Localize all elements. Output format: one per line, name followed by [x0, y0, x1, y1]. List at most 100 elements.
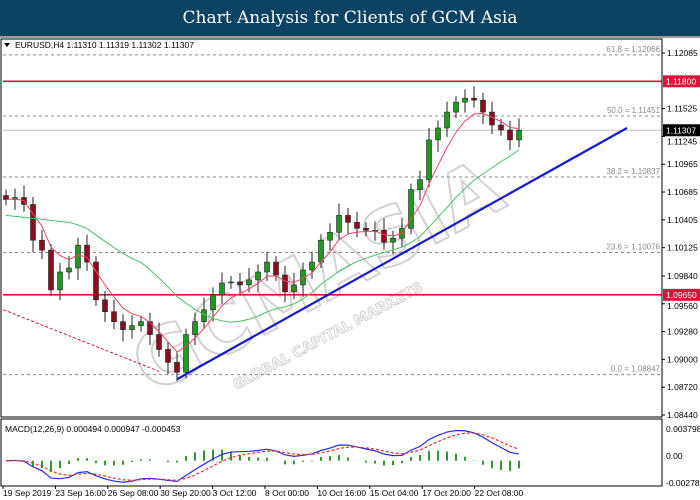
bearish-candle — [165, 349, 171, 363]
y-tick-label: 1.09280 — [667, 327, 698, 337]
bullish-candle — [444, 111, 450, 129]
bullish-candle — [129, 325, 135, 330]
x-tick-label: 30 Sep 20:00 — [160, 488, 211, 498]
bullish-candle — [138, 321, 144, 326]
macd-tick-label: 0.00 — [666, 451, 683, 461]
y-tick-label: 1.10965 — [667, 159, 698, 169]
bullish-candle — [327, 231, 333, 241]
bearish-candle — [174, 362, 180, 373]
bearish-candle — [147, 321, 153, 335]
current-price-tag — [663, 124, 700, 137]
bearish-candle — [156, 334, 162, 350]
y-tick-label: 1.10405 — [667, 215, 698, 225]
bullish-candle — [246, 279, 252, 286]
macd-signal-line — [5, 432, 520, 481]
y-tick-label: 1.09840 — [667, 271, 698, 281]
bearish-candle — [363, 227, 369, 231]
ascending-trendline — [176, 127, 628, 381]
bearish-candle — [282, 274, 288, 293]
fib-level-label: 0.0 = 1.08847 — [611, 365, 661, 374]
bearish-candle — [84, 244, 90, 263]
bullish-candle — [417, 179, 423, 190]
y-tick-label: 1.12085 — [667, 48, 698, 58]
y-tick-label: 1.11525 — [667, 104, 697, 114]
fib-level-label: 23.6 = 1.10076 — [606, 243, 660, 252]
y-tick-label: 1.09560 — [667, 301, 698, 311]
x-tick-label: 15 Oct 04:00 — [370, 488, 419, 498]
bullish-candle — [66, 267, 72, 273]
fib-level-label: 61.8 = 1.12066 — [606, 45, 660, 54]
bearish-candle — [93, 261, 99, 301]
x-tick-label: 23 Sep 16:00 — [55, 488, 106, 498]
y-tick-label: 1.09000 — [667, 354, 698, 364]
x-tick-label: 19 Sep 2019 — [3, 488, 51, 498]
bullish-candle — [300, 269, 306, 286]
bearish-candle — [30, 204, 36, 241]
bearish-candle — [381, 229, 387, 243]
y-tick-label: 1.08440 — [667, 410, 698, 420]
y-tick-label: 1.08720 — [667, 382, 698, 392]
bullish-candle — [228, 281, 234, 284]
macd-tick-label: 0.003798 — [666, 424, 700, 434]
fibonacci-base-line — [3, 309, 160, 372]
x-tick-label: 26 Sep 08:00 — [108, 488, 159, 498]
x-tick-label: 10 Oct 16:00 — [317, 488, 366, 498]
dropdown-triangle-icon[interactable] — [4, 43, 10, 47]
bearish-candle — [480, 99, 486, 113]
level-price-label: 1.11800 — [666, 76, 696, 86]
bearish-candle — [39, 239, 45, 251]
bullish-candle — [75, 244, 81, 269]
bearish-candle — [111, 311, 117, 322]
page-title: Chart Analysis for Clients of GCM Asia — [0, 0, 700, 36]
fast-moving-average-line — [5, 112, 520, 353]
bearish-candle — [507, 129, 513, 141]
bullish-candle — [264, 261, 270, 273]
bullish-candle — [183, 334, 189, 373]
x-tick-label: 8 Oct 00:00 — [265, 488, 309, 498]
bearish-candle — [345, 215, 351, 223]
bullish-candle — [516, 129, 522, 141]
bearish-candle — [471, 97, 477, 101]
bullish-candle — [192, 321, 198, 335]
macd-info: MACD(12,26,9) 0.000494 0.000947 -0.00045… — [5, 424, 181, 434]
level-price-tag — [663, 75, 700, 88]
macd-main-line — [5, 429, 520, 483]
macd-tick-label: -0.002785 — [666, 478, 700, 488]
bearish-candle — [498, 124, 504, 131]
x-tick-label: 3 Oct 12:00 — [213, 488, 257, 498]
bullish-candle — [408, 189, 414, 229]
y-tick-label: 1.10125 — [667, 243, 698, 253]
bearish-candle — [48, 249, 54, 291]
macd-panel-border — [0, 418, 663, 487]
fib-level-label: 38.2 = 1.10837 — [606, 167, 660, 176]
bullish-candle — [318, 239, 324, 263]
bearish-candle — [237, 281, 243, 286]
bearish-candle — [102, 299, 108, 313]
title-divider — [0, 36, 700, 38]
bullish-candle — [390, 237, 396, 243]
bullish-candle — [210, 294, 216, 311]
bullish-candle — [453, 101, 459, 113]
y-tick-label: 1.11245 — [667, 136, 697, 146]
bullish-candle — [426, 139, 432, 180]
candles-group — [3, 86, 522, 382]
bullish-candle — [336, 215, 342, 233]
bullish-candle — [291, 284, 297, 293]
symbol-info: EURUSD,H4 1.11310 1.11319 1.11302 1.1130… — [15, 40, 194, 50]
y-tick-label: 1.10685 — [667, 187, 698, 197]
level-price-label: 1.09650 — [666, 290, 697, 300]
bullish-candle — [57, 271, 63, 291]
bullish-candle — [219, 282, 225, 296]
x-tick-label: 22 Oct 08:00 — [475, 488, 524, 498]
bearish-candle — [273, 261, 279, 276]
level-price-tag — [663, 288, 700, 301]
x-tick-label: 17 Oct 20:00 — [422, 488, 471, 498]
bullish-candle — [309, 261, 315, 271]
bullish-candle — [255, 271, 261, 281]
current-price-label: 1.11307 — [666, 125, 696, 135]
fib-level-label: 50.0 = 1.11451 — [607, 106, 661, 115]
bullish-candle — [435, 127, 441, 141]
price-panel-border — [0, 38, 663, 418]
